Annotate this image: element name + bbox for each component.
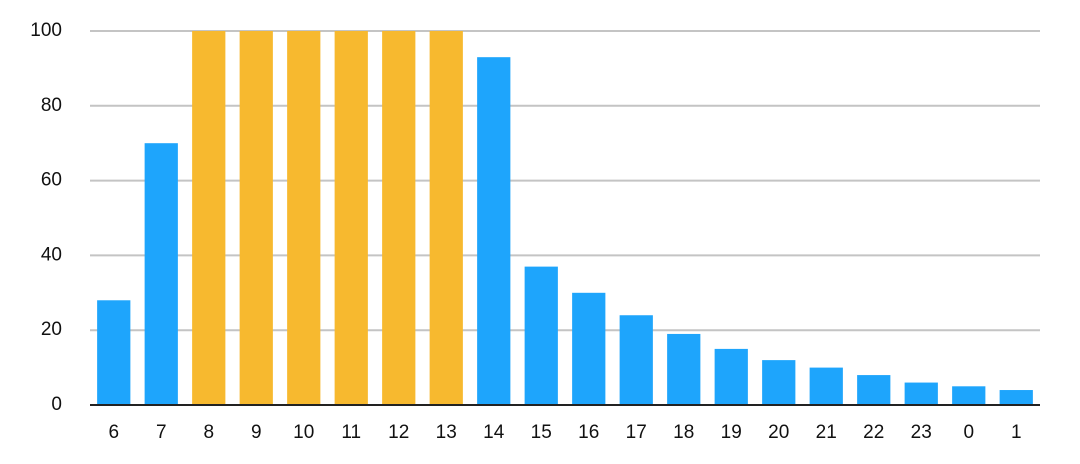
x-tick-label: 11 xyxy=(341,422,361,443)
bar xyxy=(239,31,273,405)
bar xyxy=(667,333,701,405)
bar xyxy=(524,266,558,405)
x-tick-label: 8 xyxy=(203,422,214,443)
x-tick-label: 19 xyxy=(721,422,742,443)
bar xyxy=(809,367,843,405)
x-tick-label: 18 xyxy=(673,422,694,443)
y-tick-label: 60 xyxy=(41,170,62,191)
y-tick-label: 40 xyxy=(41,244,62,265)
bar xyxy=(952,386,986,405)
x-tick-label: 9 xyxy=(251,422,262,443)
bar xyxy=(334,31,368,405)
bar xyxy=(382,31,416,405)
bar xyxy=(762,360,796,405)
bar xyxy=(429,31,463,405)
bar xyxy=(477,57,511,406)
bar xyxy=(97,300,131,405)
y-tick-label: 80 xyxy=(41,95,62,116)
bar xyxy=(714,348,748,405)
x-tick-label: 23 xyxy=(911,422,932,443)
bar xyxy=(904,382,938,405)
x-tick-label: 20 xyxy=(768,422,789,443)
x-tick-label: 21 xyxy=(816,422,837,443)
x-tick-label: 13 xyxy=(436,422,457,443)
y-tick-label: 20 xyxy=(41,319,62,340)
x-tick-label: 1 xyxy=(1011,422,1022,443)
bar xyxy=(999,390,1033,405)
x-tick-label: 12 xyxy=(388,422,409,443)
x-tick-label: 10 xyxy=(293,422,314,443)
bar xyxy=(144,143,178,405)
y-tick-label: 0 xyxy=(51,394,62,415)
bar xyxy=(572,292,606,405)
x-tick-label: 0 xyxy=(963,422,974,443)
x-tick-label: 16 xyxy=(578,422,599,443)
y-tick-label: 100 xyxy=(30,20,62,41)
x-tick-label: 6 xyxy=(108,422,119,443)
bar xyxy=(619,315,653,405)
x-tick-label: 14 xyxy=(483,422,505,443)
x-tick-label: 7 xyxy=(156,422,167,443)
bar xyxy=(192,31,226,405)
bar xyxy=(857,375,891,405)
x-tick-label: 17 xyxy=(626,422,647,443)
x-tick-label: 15 xyxy=(531,422,552,443)
x-tick-label: 22 xyxy=(863,422,884,443)
bar xyxy=(287,31,321,405)
